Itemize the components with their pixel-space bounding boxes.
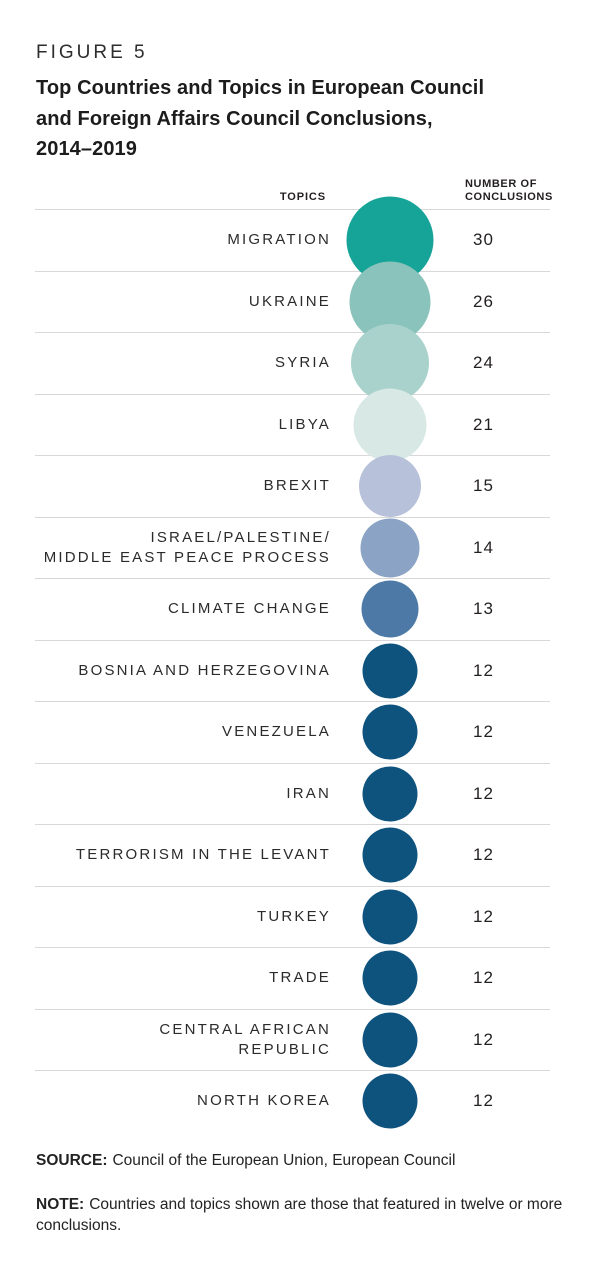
conclusions-count: 30 xyxy=(473,230,494,250)
conclusions-count: 12 xyxy=(473,783,494,803)
table-row: BOSNIA AND HERZEGOVINA 12 xyxy=(35,639,550,702)
value-bubble xyxy=(362,766,418,822)
column-headers: TOPICS NUMBER OF CONCLUSIONS xyxy=(35,172,553,208)
conclusions-count: 12 xyxy=(473,660,494,680)
topic-label: LIBYA xyxy=(278,415,331,433)
topic-label: BOSNIA AND HERZEGOVINA xyxy=(78,661,331,679)
topic-label: MIGRATION xyxy=(227,231,331,249)
value-bubble xyxy=(353,388,427,462)
value-bubble xyxy=(362,1012,418,1068)
table-row: IRAN 12 xyxy=(35,762,550,825)
conclusions-count: 12 xyxy=(473,1091,494,1111)
value-bubble xyxy=(362,950,418,1006)
bubble-table: MIGRATION 30 UKRAINE 26 SYRIA 24 LIBYA 2… xyxy=(35,196,550,1132)
topic-label: ISRAEL/PALESTINE/ MIDDLE EAST PEACE PROC… xyxy=(43,528,331,566)
table-row: TURKEY 12 xyxy=(35,885,550,948)
table-row: BREXIT 15 xyxy=(35,455,550,518)
figure-title: Top Countries and Topics in European Cou… xyxy=(36,77,485,160)
conclusions-count: 12 xyxy=(473,722,494,742)
topic-label: SYRIA xyxy=(274,354,331,372)
conclusions-count: 12 xyxy=(473,968,494,988)
conclusions-count: 24 xyxy=(473,353,494,373)
figure-header: FIGURE 5 Top Countries and Topics in Eur… xyxy=(36,42,566,165)
conclusions-count: 12 xyxy=(473,845,494,865)
value-bubble xyxy=(362,827,418,883)
value-bubble xyxy=(360,518,420,578)
topic-label: BREXIT xyxy=(263,477,331,495)
topic-label: TURKEY xyxy=(256,907,331,925)
topic-label: NORTH KOREA xyxy=(197,1092,331,1110)
source-text: Council of the European Union, European … xyxy=(112,1152,456,1169)
column-header-number-of-conclusions: NUMBER OF CONCLUSIONS xyxy=(465,178,553,203)
table-row: TRADE 12 xyxy=(35,947,550,1009)
note-label: NOTE: xyxy=(36,1196,85,1213)
value-bubble xyxy=(362,889,418,945)
topic-label: TERRORISM IN THE LEVANT xyxy=(75,846,331,864)
source-line: SOURCE: Council of the European Union, Eu… xyxy=(36,1150,584,1171)
topic-label: UKRAINE xyxy=(248,292,331,310)
table-row: TERRORISM IN THE LEVANT 12 xyxy=(35,824,550,886)
topic-label: TRADE xyxy=(269,969,331,987)
table-row: MIGRATION 30 xyxy=(35,196,550,284)
value-bubble xyxy=(362,1073,418,1129)
value-bubble xyxy=(359,455,421,518)
table-row: ISRAEL/PALESTINE/ MIDDLE EAST PEACE PROC… xyxy=(35,516,550,579)
topic-label: IRAN xyxy=(286,784,331,802)
table-row: VENEZUELA 12 xyxy=(35,701,550,763)
source-label: SOURCE: xyxy=(36,1152,108,1169)
conclusions-count: 12 xyxy=(473,1029,494,1049)
conclusions-count: 15 xyxy=(473,476,494,496)
value-bubble xyxy=(361,580,419,638)
conclusions-count: 26 xyxy=(473,291,494,311)
table-row: CLIMATE CHANGE 13 xyxy=(35,578,550,640)
value-bubble xyxy=(362,643,418,699)
figure-footer: SOURCE: Council of the European Union, Eu… xyxy=(36,1150,584,1236)
note-text: Countries and topics shown are those tha… xyxy=(36,1196,563,1234)
table-row: SYRIA 24 xyxy=(35,324,550,403)
conclusions-count: 13 xyxy=(473,599,494,619)
note-line: NOTE: Countries and topics shown are thos… xyxy=(36,1194,584,1236)
conclusions-count: 12 xyxy=(473,906,494,926)
column-header-topics: TOPICS xyxy=(279,191,326,203)
conclusions-count: 21 xyxy=(473,414,494,434)
table-row: UKRAINE 26 xyxy=(35,261,550,343)
table-row: NORTH KOREA 12 xyxy=(35,1070,550,1132)
figure-number-label: FIGURE 5 xyxy=(36,42,148,63)
topic-label: CENTRAL AFRICAN REPUBLIC xyxy=(159,1020,331,1058)
value-bubble xyxy=(362,704,418,760)
topic-label: VENEZUELA xyxy=(222,723,331,741)
conclusions-count: 14 xyxy=(473,537,494,557)
table-row: LIBYA 21 xyxy=(35,388,550,462)
topic-label: CLIMATE CHANGE xyxy=(167,600,331,618)
table-row: CENTRAL AFRICAN REPUBLIC 12 xyxy=(35,1008,550,1071)
